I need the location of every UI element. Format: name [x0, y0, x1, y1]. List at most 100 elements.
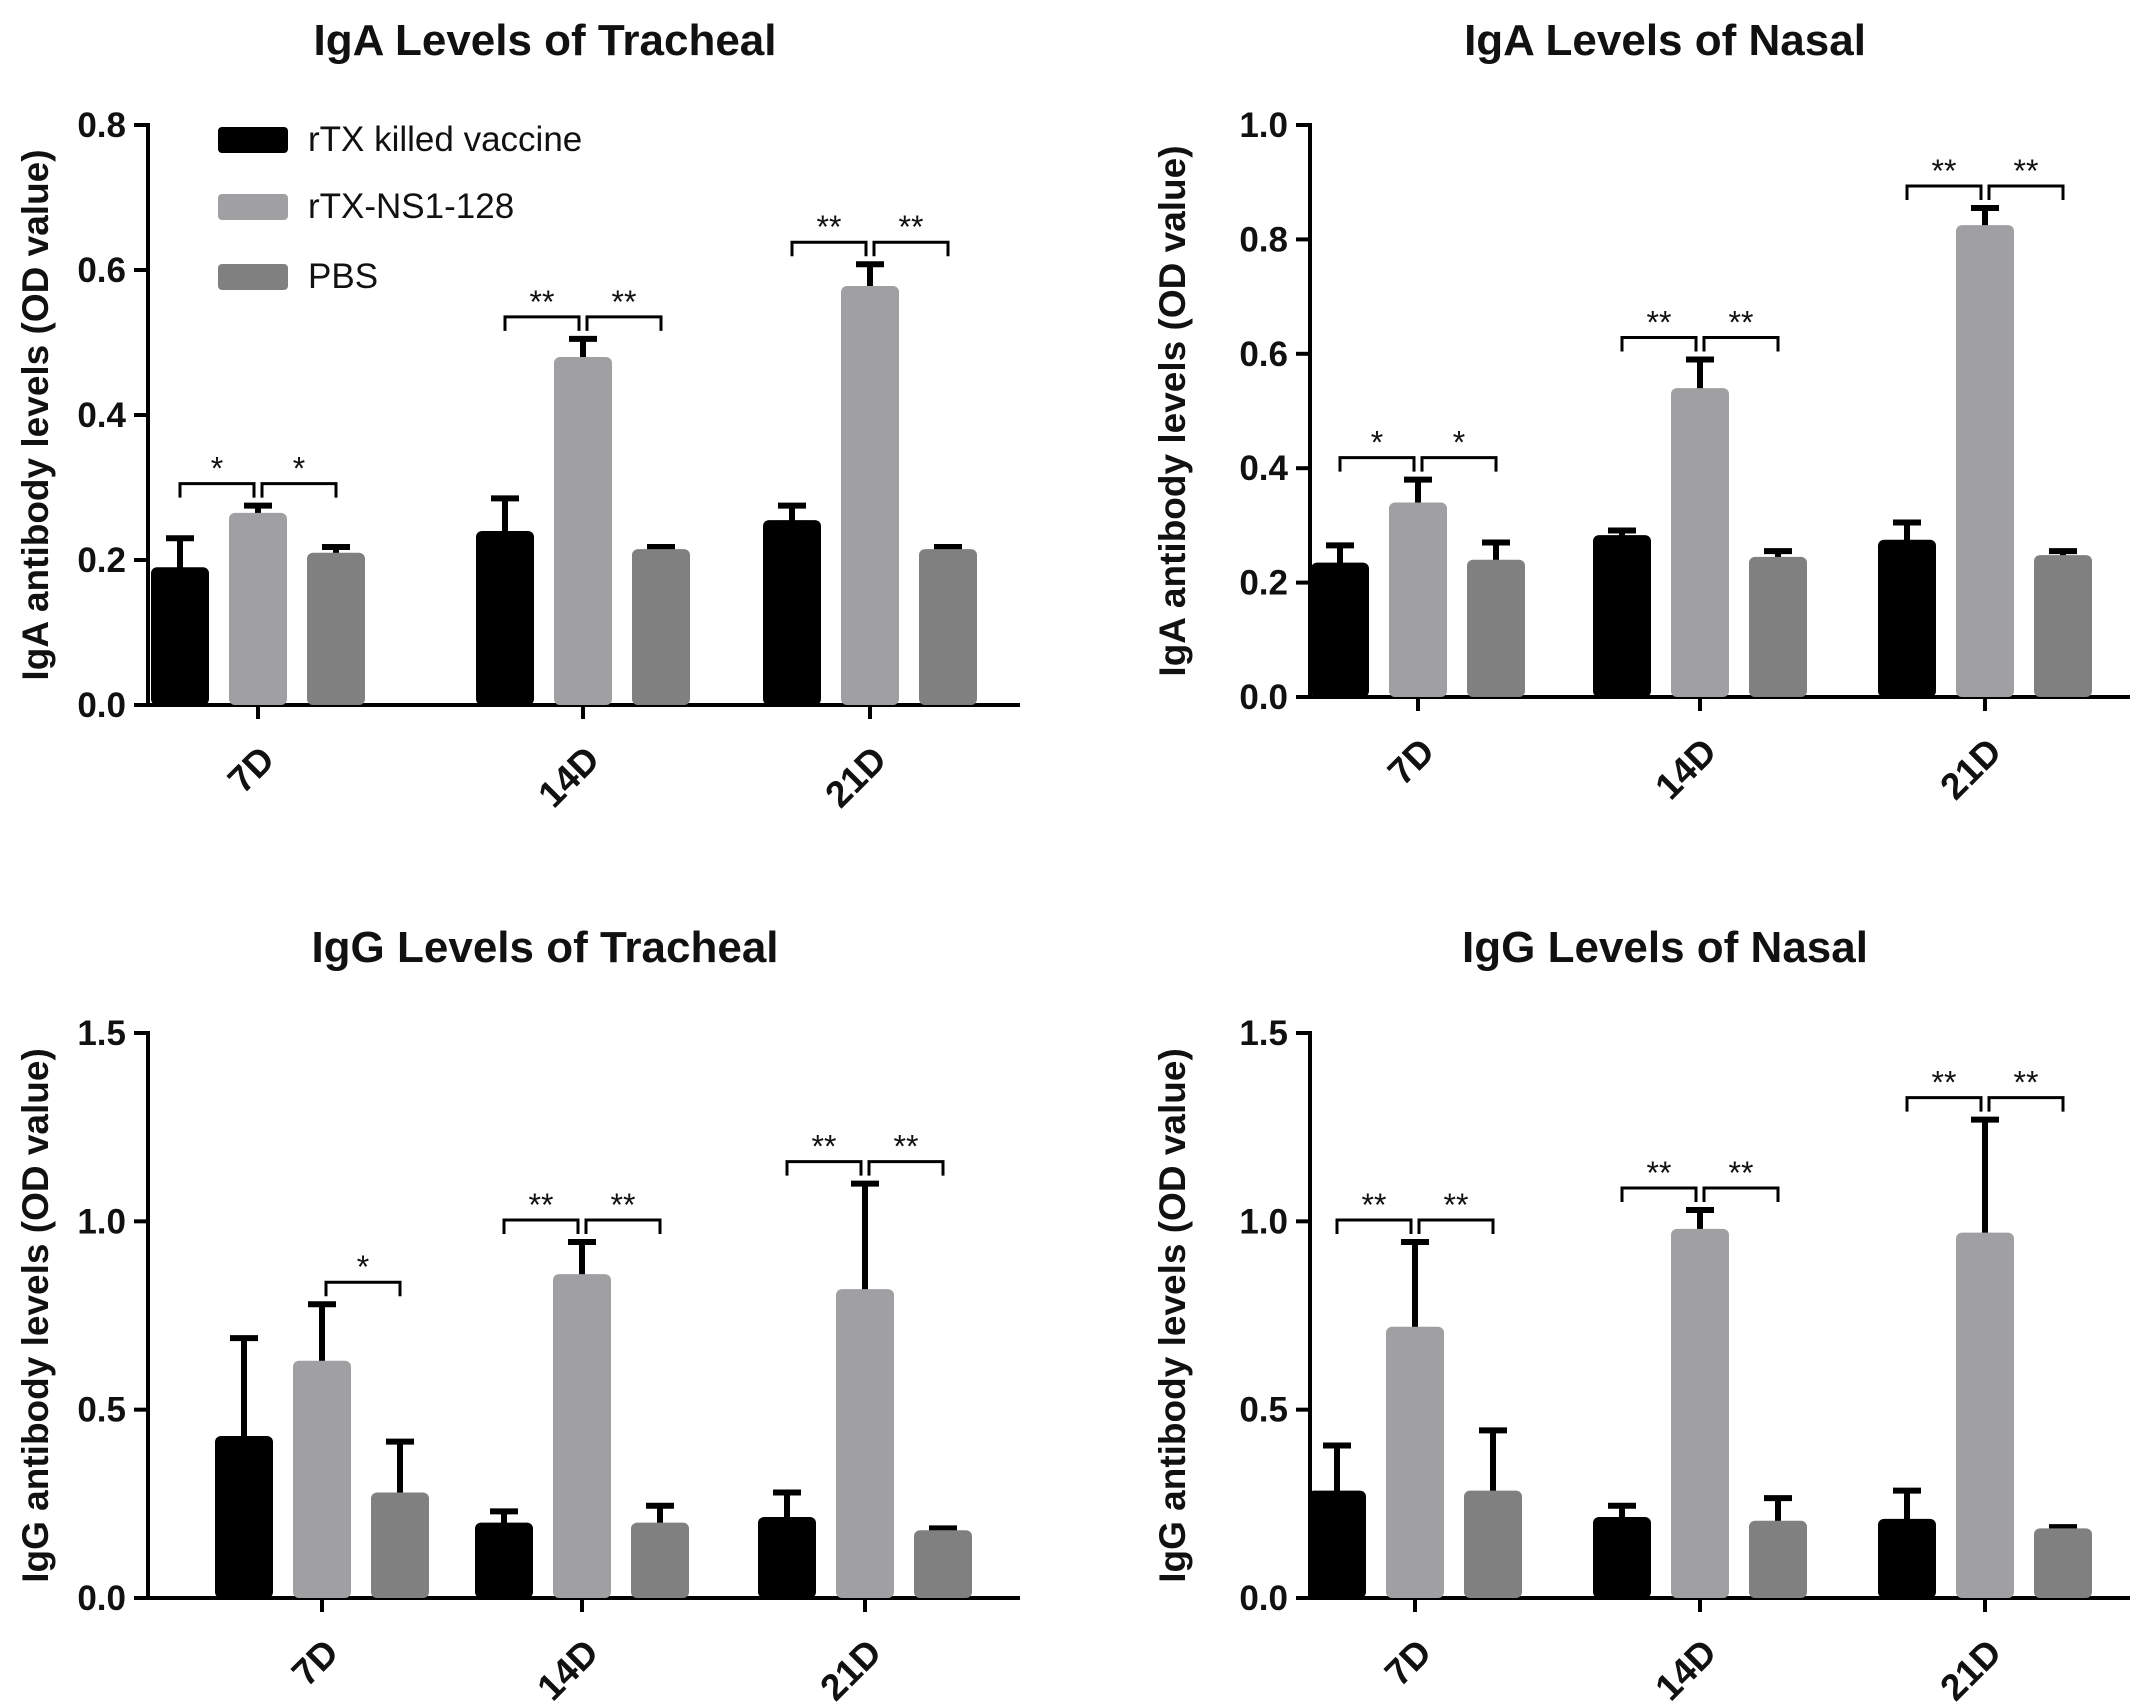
x-tick-label: 7D: [1380, 730, 1442, 792]
chart-title: IgG Levels of Tracheal: [311, 923, 778, 972]
y-axis-label: IgG antibody levels (OD value): [1152, 1048, 1193, 1583]
bar-rtx-ns1-128: [1956, 225, 2014, 697]
y-tick-label: 0.2: [77, 541, 126, 580]
bar-rtx-killed-vaccine: [763, 520, 821, 705]
bar-rtx-killed-vaccine: [758, 1517, 816, 1598]
x-tick-label: 14D: [530, 738, 607, 815]
significance-label: **: [1647, 1155, 1672, 1191]
panel-igg-tracheal: IgG Levels of Tracheal IgG antibody level…: [15, 923, 1020, 1703]
significance-label: **: [1932, 1065, 1957, 1101]
y-axis-label: IgG antibody levels (OD value): [15, 1048, 56, 1583]
bar-rtx-ns1-128: [229, 512, 287, 705]
bar-rtx-killed-vaccine: [1878, 1518, 1936, 1598]
significance-bracket: [1987, 184, 2065, 200]
significance-bracket: [502, 1218, 580, 1235]
significance-label: **: [612, 284, 637, 320]
legend-label-pbs: PBS: [308, 257, 378, 296]
legend-label-rtx-ns1-128: rTX-NS1-128: [308, 187, 514, 226]
bar-rtx-killed-vaccine: [215, 1436, 273, 1598]
bar-pbs: [1467, 559, 1525, 697]
x-tick-label: 14D: [1647, 1631, 1724, 1703]
y-tick-label: 0.6: [77, 251, 126, 290]
significance-bracket: [585, 315, 663, 331]
significance-bracket: [1987, 1096, 2065, 1112]
y-tick-label: 1.0: [77, 1202, 126, 1241]
x-tick-label: 7D: [1377, 1631, 1439, 1693]
significance-bracket: [1335, 1218, 1413, 1235]
significance-bracket: [503, 315, 581, 331]
bar-rtx-ns1-128: [1386, 1326, 1444, 1598]
bar-pbs: [919, 549, 977, 705]
significance-bracket: [1905, 184, 1983, 200]
significance-bracket: [1420, 456, 1498, 472]
significance-bracket: [1702, 1186, 1780, 1203]
significance-bracket: [785, 1160, 863, 1176]
significance-bracket: [584, 1218, 662, 1235]
bar-rtx-ns1-128: [554, 357, 612, 705]
significance-label: **: [530, 284, 555, 320]
y-tick-label: 1.0: [1239, 106, 1288, 145]
bar-rtx-killed-vaccine: [151, 567, 209, 705]
y-tick-label: 0.6: [1239, 335, 1288, 374]
bar-rtx-killed-vaccine: [1308, 1490, 1366, 1598]
significance-label: **: [1647, 305, 1672, 341]
legend-swatch-rtx-ns1-128: [218, 194, 288, 220]
y-tick-label: 0.0: [1239, 1579, 1288, 1618]
panel-igg-nasal: IgG Levels of Nasal IgG antibody levels (…: [1152, 923, 2130, 1703]
significance-bracket: [872, 240, 950, 257]
significance-bracket: [1620, 336, 1698, 352]
y-tick-label: 0.0: [77, 686, 126, 725]
significance-label: **: [611, 1187, 636, 1223]
bar-rtx-ns1-128: [293, 1360, 351, 1598]
bar-pbs: [307, 552, 365, 705]
significance-label: **: [1932, 153, 1957, 189]
bar-rtx-killed-vaccine: [1878, 539, 1936, 697]
y-tick-label: 0.5: [1239, 1391, 1288, 1430]
bar-rtx-ns1-128: [836, 1289, 894, 1598]
significance-label: **: [2014, 153, 2039, 189]
x-tick-label: 21D: [812, 1631, 889, 1703]
legend-label-rtx-killed-vaccine: rTX killed vaccine: [308, 120, 582, 159]
chart-title: IgA Levels of Nasal: [1464, 16, 1866, 65]
bar-pbs: [1749, 556, 1807, 697]
bar-pbs: [371, 1492, 429, 1598]
y-tick-label: 0.0: [77, 1579, 126, 1618]
significance-label: **: [1729, 305, 1754, 341]
significance-label: **: [894, 1129, 919, 1165]
bar-rtx-ns1-128: [553, 1274, 611, 1598]
legend-swatch-pbs: [218, 264, 288, 290]
y-axis-label: IgA antibody levels (OD value): [15, 149, 56, 680]
significance-label: **: [529, 1187, 554, 1223]
significance-label: **: [2014, 1065, 2039, 1101]
panel-iga-nasal: IgA Levels of Nasal IgA antibody levels (…: [1152, 16, 2130, 807]
bar-pbs: [1749, 1520, 1807, 1598]
significance-label: *: [1371, 425, 1383, 461]
significance-label: **: [812, 1129, 837, 1165]
chart-title: IgA Levels of Tracheal: [314, 16, 777, 65]
bar-rtx-killed-vaccine: [476, 531, 534, 705]
x-tick-label: 7D: [220, 738, 282, 800]
bar-pbs: [1464, 1490, 1522, 1598]
bar-rtx-killed-vaccine: [1593, 1517, 1651, 1598]
significance-label: **: [1729, 1155, 1754, 1191]
bar-rtx-ns1-128: [1956, 1232, 2014, 1598]
significance-bracket: [178, 482, 256, 498]
x-tick-label: 14D: [1647, 730, 1724, 807]
y-tick-label: 0.4: [77, 396, 126, 435]
y-tick-label: 0.0: [1239, 678, 1288, 717]
x-tick-label: 21D: [817, 738, 894, 815]
significance-bracket: [1338, 456, 1416, 472]
y-tick-label: 1.5: [1239, 1014, 1288, 1053]
bar-rtx-ns1-128: [1389, 502, 1447, 697]
bar-rtx-ns1-128: [1671, 1228, 1729, 1598]
significance-bracket: [324, 1280, 402, 1297]
bar-pbs: [914, 1530, 972, 1598]
bar-pbs: [2034, 1528, 2092, 1598]
legend: rTX killed vaccine rTX-NS1-128 PBS: [218, 120, 582, 296]
bar-rtx-killed-vaccine: [475, 1522, 533, 1598]
x-tick-label: 7D: [284, 1631, 346, 1693]
y-tick-label: 1.5: [77, 1014, 126, 1053]
bar-pbs: [2034, 555, 2092, 697]
bar-pbs: [632, 549, 690, 705]
